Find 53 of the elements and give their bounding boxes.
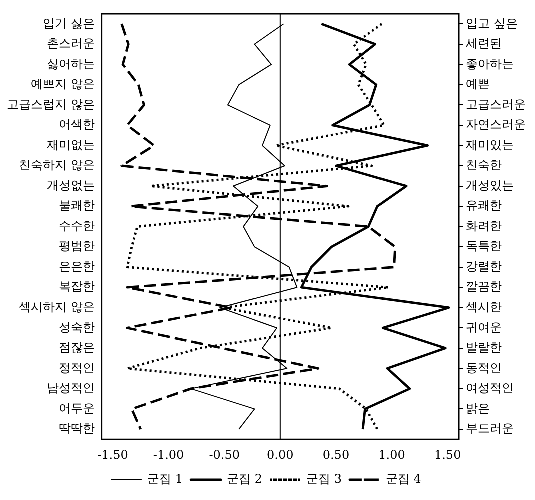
y2-tick-label: 강렬한 bbox=[466, 259, 502, 274]
x-tick-label: 0.00 bbox=[267, 448, 294, 462]
x-tick-label: 1.50 bbox=[434, 448, 462, 462]
y-tick-label: 점잖은 bbox=[58, 340, 95, 355]
y-tick-label: 어색한 bbox=[58, 118, 95, 132]
y-tick-label: 재미없는 bbox=[46, 138, 95, 152]
y2-tick-label: 자연스러운 bbox=[466, 118, 526, 132]
y-tick-label: 불쾌한 bbox=[58, 198, 95, 213]
y-tick-label: 어두운 bbox=[58, 401, 95, 416]
x-tick-label: 1.00 bbox=[378, 448, 406, 462]
y-tick-label: 촌스러운 bbox=[46, 36, 95, 51]
y2-tick-label: 고급스러운 bbox=[466, 97, 526, 112]
y-tick-label: 입기 싫은 bbox=[42, 16, 95, 30]
y2-tick-label: 좋아하는 bbox=[466, 56, 514, 71]
y-tick-label: 수수한 bbox=[58, 218, 95, 233]
y-tick-label: 딱딱한 bbox=[58, 422, 95, 436]
y2-tick-label: 발랄한 bbox=[466, 340, 502, 355]
x-tick-label: -0.50 bbox=[209, 448, 240, 462]
x-tick-label: -1.50 bbox=[98, 448, 128, 462]
y2-tick-label: 여성적인 bbox=[466, 381, 514, 396]
y2-tick-label: 부드러운 bbox=[466, 422, 514, 436]
y2-tick-label: 유쾌한 bbox=[466, 198, 502, 213]
legend-label: 군집 4 bbox=[386, 472, 422, 486]
y2-tick-label: 세련된 bbox=[466, 36, 502, 51]
y2-tick-label: 예쁜 bbox=[466, 77, 490, 92]
y-tick-label: 예쁘지 않은 bbox=[30, 77, 95, 92]
y-tick-label: 싫어하는 bbox=[46, 56, 95, 71]
legend-label: 군집 1 bbox=[148, 472, 184, 486]
y-tick-label: 남성적인 bbox=[46, 381, 95, 396]
y-tick-label: 평범한 bbox=[58, 239, 95, 254]
y2-tick-label: 독특한 bbox=[466, 239, 502, 254]
x-tick-label: 0.50 bbox=[322, 448, 350, 462]
y-tick-label: 개성없는 bbox=[46, 178, 95, 192]
y-tick-label: 복잡한 bbox=[58, 280, 95, 294]
y-tick-label: 친숙하지 않은 bbox=[18, 158, 95, 172]
x-tick-label: -1.00 bbox=[153, 448, 184, 462]
legend-label: 군집 2 bbox=[227, 472, 263, 486]
y-tick-label: 고급스럽지 않은 bbox=[6, 97, 95, 112]
y-tick-label: 정적인 bbox=[58, 360, 95, 375]
y2-tick-label: 입고 싶은 bbox=[466, 16, 518, 30]
y2-tick-label: 섹시한 bbox=[466, 300, 502, 314]
y2-tick-label: 친숙한 bbox=[466, 158, 502, 172]
y2-tick-label: 개성있는 bbox=[466, 178, 514, 192]
y2-tick-label: 동적인 bbox=[466, 360, 502, 375]
y-tick-label: 성숙한 bbox=[58, 320, 95, 334]
y2-tick-label: 귀여운 bbox=[466, 320, 502, 334]
y2-tick-label: 깔끔한 bbox=[466, 280, 502, 294]
legend-label: 군집 3 bbox=[306, 472, 342, 486]
y2-tick-label: 화려한 bbox=[466, 218, 502, 233]
y2-tick-label: 밝은 bbox=[466, 401, 490, 416]
y-tick-label: 섹시하지 않은 bbox=[18, 300, 95, 314]
y2-tick-label: 재미있는 bbox=[466, 138, 514, 152]
y-tick-label: 은은한 bbox=[58, 259, 95, 274]
